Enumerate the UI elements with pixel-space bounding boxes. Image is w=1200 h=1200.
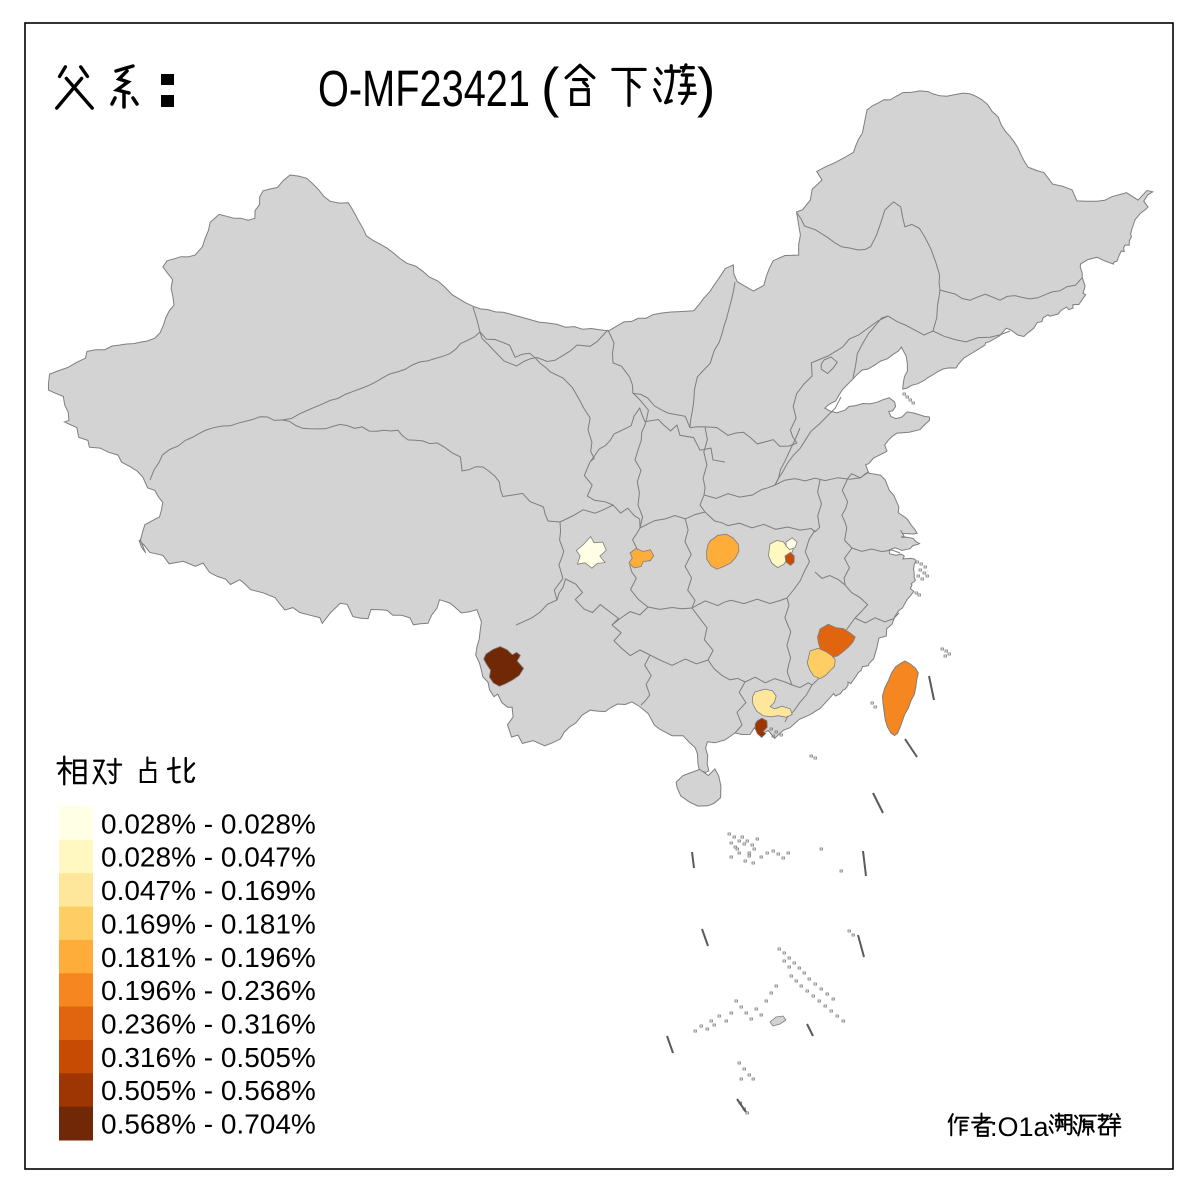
svg-text:0.196% - 0.236%: 0.196% - 0.236%: [101, 975, 316, 1006]
svg-text:0.047% - 0.169%: 0.047% - 0.169%: [101, 875, 316, 906]
svg-text:0.505% - 0.568%: 0.505% - 0.568%: [101, 1075, 316, 1106]
svg-text:O-MF23421: O-MF23421: [318, 60, 530, 117]
svg-text:0.028% - 0.047%: 0.028% - 0.047%: [101, 842, 316, 873]
svg-text:0.316% - 0.505%: 0.316% - 0.505%: [101, 1042, 316, 1073]
svg-text:0.028% - 0.028%: 0.028% - 0.028%: [101, 808, 316, 839]
svg-text:0.169% - 0.181%: 0.169% - 0.181%: [101, 908, 316, 939]
svg-text:0.181% - 0.196%: 0.181% - 0.196%: [101, 942, 316, 973]
svg-text:(: (: [541, 56, 559, 118]
svg-text:0.236% - 0.316%: 0.236% - 0.316%: [101, 1009, 316, 1040]
svg-text::O1a: :O1a: [990, 1112, 1050, 1142]
svg-text:0.568% - 0.704%: 0.568% - 0.704%: [101, 1109, 316, 1140]
svg-text:): ): [697, 56, 715, 118]
